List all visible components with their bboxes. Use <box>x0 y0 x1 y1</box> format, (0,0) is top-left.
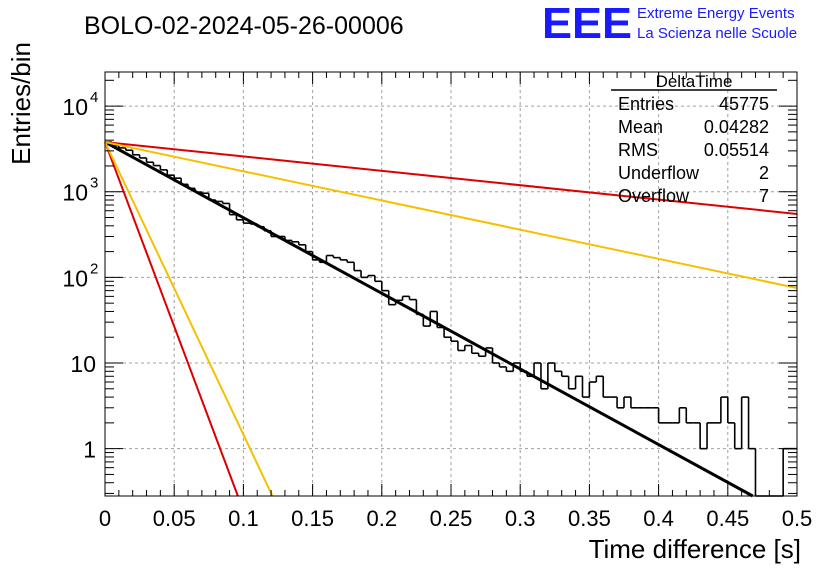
stats-label: Mean <box>618 117 663 137</box>
stats-value: 45775 <box>719 94 769 114</box>
y-tick-exponent: 3 <box>90 175 98 192</box>
fit-line <box>104 141 798 215</box>
eee-logo-mark: EEE <box>542 0 632 48</box>
fit-line <box>104 141 798 290</box>
y-axis-label: Entries/bin <box>6 42 36 165</box>
fit-line <box>104 140 754 498</box>
x-tick-label: 0.2 <box>367 506 398 531</box>
stats-box: DeltaTime Entries 45775 Mean 0.04282 RMS 0.05… <box>611 72 777 206</box>
x-tick-label: 0.15 <box>291 506 334 531</box>
stats-value: 0.04282 <box>704 117 769 137</box>
fit-line <box>104 141 274 497</box>
y-tick-label: 10 <box>62 180 88 206</box>
eee-logo-line2: La Scienza nelle Scuole <box>637 25 797 42</box>
y-tick-label: 10 <box>62 265 88 291</box>
stats-value: 0.05514 <box>704 140 769 160</box>
x-tick-label: 0 <box>99 506 111 531</box>
y-tick-label: 1 <box>83 437 96 463</box>
eee-logo: EEE Extreme Energy Events La Scienza nel… <box>542 0 797 48</box>
x-tick-label: 0.4 <box>643 506 674 531</box>
chart-title: BOLO-02-2024-05-26-00006 <box>84 12 404 40</box>
stats-label: Underflow <box>618 163 700 183</box>
stats-value: 2 <box>759 163 769 183</box>
eee-logo-line1: Extreme Energy Events <box>637 5 795 22</box>
x-tick-label: 0.25 <box>430 506 473 531</box>
y-tick-label: 10 <box>70 351 96 377</box>
fit-lines <box>104 140 798 498</box>
x-tick-label: 0.45 <box>706 506 749 531</box>
x-tick-label: 0.3 <box>505 506 536 531</box>
x-tick-label: 0.35 <box>568 506 611 531</box>
stats-label: RMS <box>618 140 658 160</box>
stats-title: DeltaTime <box>656 72 733 91</box>
y-tick-exponent: 2 <box>90 260 98 277</box>
y-tick-label: 10 <box>62 94 88 120</box>
stats-label: Entries <box>618 94 674 114</box>
grid-lines <box>105 72 797 496</box>
y-tick-exponent: 4 <box>90 89 98 106</box>
x-tick-label: 0.5 <box>782 506 813 531</box>
x-axis: 0 0.05 0.1 0.15 0.2 0.25 0.3 0.35 0.4 0.45 0.5 <box>99 72 812 531</box>
fit-line <box>104 141 239 497</box>
x-axis-label: Time difference [s] <box>589 534 801 564</box>
x-tick-label: 0.1 <box>228 506 259 531</box>
x-tick-label: 0.05 <box>153 506 196 531</box>
stats-label: Overflow <box>618 186 690 206</box>
stats-value: 7 <box>759 186 769 206</box>
